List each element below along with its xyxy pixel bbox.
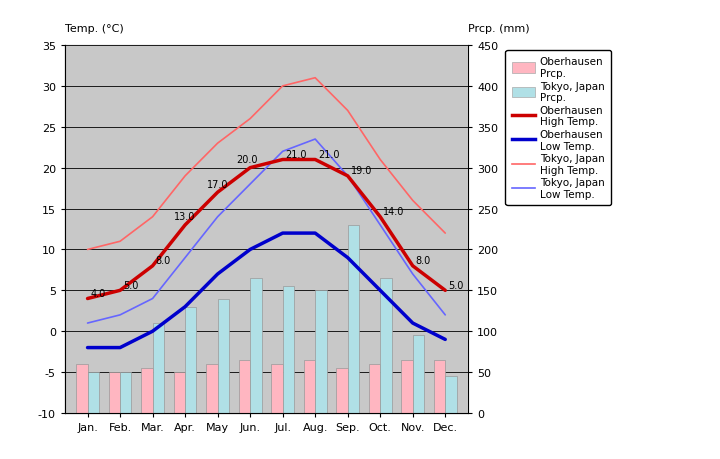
Bar [271, 364, 283, 413]
Text: 5.0: 5.0 [448, 280, 464, 290]
Bar [109, 372, 120, 413]
Text: 20.0: 20.0 [236, 155, 258, 165]
Bar [401, 360, 413, 413]
Bar [153, 323, 164, 413]
Text: 14.0: 14.0 [383, 207, 405, 217]
Bar [185, 307, 197, 413]
Bar [141, 368, 153, 413]
Bar [348, 225, 359, 413]
Text: 8.0: 8.0 [415, 256, 431, 265]
Text: 5.0: 5.0 [123, 280, 138, 290]
Bar [434, 360, 445, 413]
Text: 17.0: 17.0 [207, 179, 228, 189]
Bar [206, 364, 217, 413]
Text: 8.0: 8.0 [156, 256, 171, 265]
Text: 4.0: 4.0 [90, 288, 106, 298]
Legend: Oberhausen
Prcp., Tokyo, Japan
Prcp., Oberhausen
High Temp., Oberhausen
Low Temp: Oberhausen Prcp., Tokyo, Japan Prcp., Ob… [505, 51, 611, 206]
Text: Temp. (°C): Temp. (°C) [65, 24, 124, 34]
Bar [304, 360, 315, 413]
Text: Prcp. (mm): Prcp. (mm) [468, 24, 530, 34]
Bar [76, 364, 88, 413]
Bar [445, 376, 456, 413]
Text: 21.0: 21.0 [318, 149, 339, 159]
Bar [413, 336, 424, 413]
Bar [239, 360, 250, 413]
Bar [336, 368, 348, 413]
Bar [88, 372, 99, 413]
Bar [174, 372, 185, 413]
Bar [315, 291, 327, 413]
Bar [120, 372, 132, 413]
Bar [250, 279, 261, 413]
Bar [283, 286, 294, 413]
Text: 21.0: 21.0 [285, 149, 307, 159]
Bar [217, 299, 229, 413]
Text: 19.0: 19.0 [351, 166, 372, 176]
Text: 13.0: 13.0 [174, 212, 195, 222]
Bar [369, 364, 380, 413]
Bar [380, 279, 392, 413]
